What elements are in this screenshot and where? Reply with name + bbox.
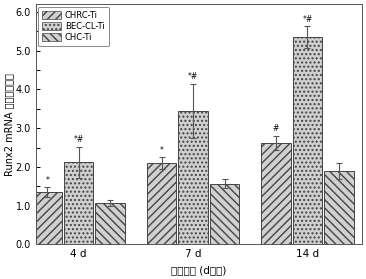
Bar bbox=[33, 192, 62, 244]
Bar bbox=[261, 143, 291, 244]
Text: *#: *# bbox=[302, 15, 313, 23]
Text: *#: *# bbox=[74, 135, 84, 144]
Y-axis label: Runx2 mRNA 的相对表达量: Runx2 mRNA 的相对表达量 bbox=[4, 73, 14, 176]
Text: #: # bbox=[273, 124, 279, 133]
Bar bbox=[147, 163, 176, 244]
Bar bbox=[64, 162, 93, 244]
Bar bbox=[293, 37, 322, 244]
X-axis label: 培养时间 (d：天): 培养时间 (d：天) bbox=[171, 265, 227, 275]
Text: *: * bbox=[160, 146, 164, 155]
Bar bbox=[96, 203, 125, 244]
Legend: CHRC-Ti, BEC-CL-Ti, CHC-Ti: CHRC-Ti, BEC-CL-Ti, CHC-Ti bbox=[38, 7, 109, 46]
Bar bbox=[324, 171, 354, 244]
Bar bbox=[179, 111, 208, 244]
Bar bbox=[210, 184, 239, 244]
Text: *#: *# bbox=[188, 72, 198, 81]
Text: *: * bbox=[45, 176, 49, 185]
